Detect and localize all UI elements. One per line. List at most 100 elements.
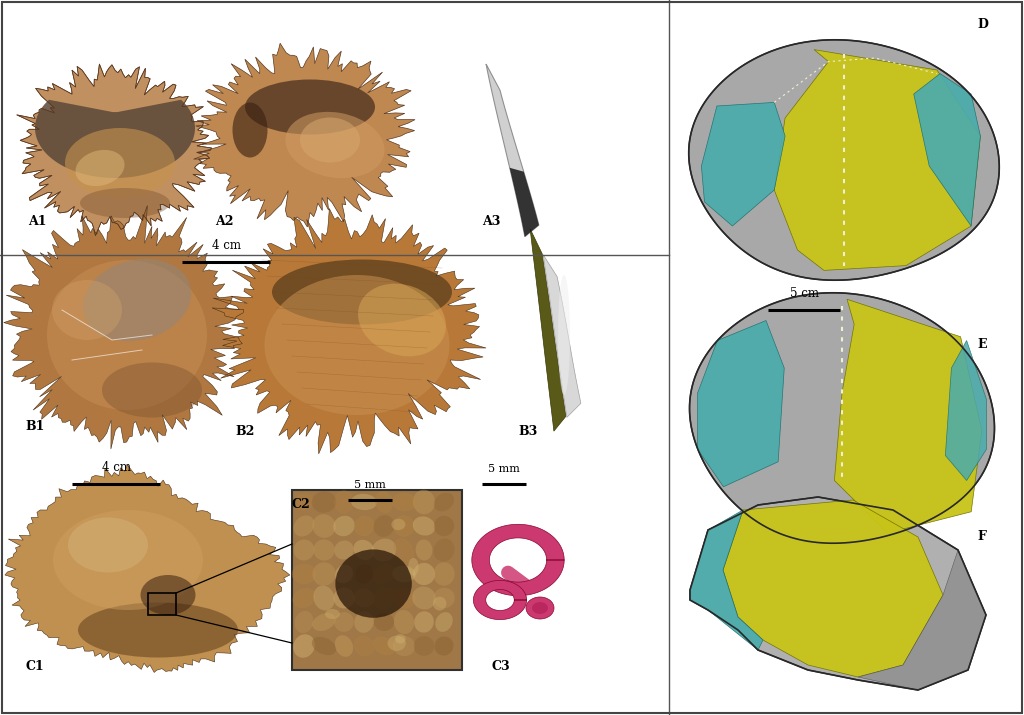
Polygon shape (473, 581, 526, 620)
Polygon shape (530, 229, 566, 431)
Ellipse shape (532, 602, 548, 614)
Ellipse shape (272, 260, 452, 325)
Polygon shape (194, 43, 415, 227)
Ellipse shape (375, 491, 393, 513)
Ellipse shape (392, 493, 416, 511)
Polygon shape (4, 206, 244, 449)
Ellipse shape (394, 610, 414, 634)
Ellipse shape (293, 634, 314, 658)
Ellipse shape (334, 612, 354, 632)
Ellipse shape (245, 79, 375, 134)
Ellipse shape (334, 490, 354, 513)
Text: A2: A2 (215, 215, 233, 228)
Ellipse shape (78, 603, 238, 658)
Text: B2: B2 (234, 425, 254, 438)
Ellipse shape (333, 516, 354, 536)
Ellipse shape (335, 635, 353, 657)
Polygon shape (723, 500, 943, 677)
Polygon shape (212, 209, 486, 454)
Ellipse shape (393, 636, 415, 656)
Ellipse shape (353, 540, 375, 561)
Polygon shape (945, 340, 986, 480)
Ellipse shape (76, 150, 125, 186)
Ellipse shape (300, 117, 360, 162)
Ellipse shape (526, 597, 554, 619)
Ellipse shape (435, 612, 453, 632)
Ellipse shape (80, 188, 170, 218)
Text: A1: A1 (28, 215, 46, 228)
Ellipse shape (353, 516, 374, 536)
Polygon shape (543, 255, 581, 418)
Bar (148, 593, 176, 615)
Ellipse shape (558, 275, 570, 395)
Ellipse shape (394, 538, 414, 562)
Ellipse shape (294, 516, 314, 536)
Polygon shape (701, 102, 785, 226)
Ellipse shape (232, 102, 267, 157)
Ellipse shape (47, 260, 207, 410)
Ellipse shape (413, 490, 435, 514)
Ellipse shape (312, 514, 336, 538)
Ellipse shape (434, 636, 454, 656)
Ellipse shape (433, 538, 455, 561)
Polygon shape (472, 524, 564, 596)
Ellipse shape (83, 259, 191, 341)
Ellipse shape (373, 564, 395, 583)
Ellipse shape (313, 539, 335, 561)
Polygon shape (858, 550, 986, 690)
Polygon shape (689, 40, 999, 280)
Ellipse shape (292, 564, 316, 584)
Ellipse shape (102, 363, 202, 418)
Ellipse shape (295, 611, 313, 633)
Text: 4 cm: 4 cm (212, 239, 241, 252)
Polygon shape (5, 465, 290, 672)
Ellipse shape (53, 510, 203, 610)
Polygon shape (486, 64, 539, 237)
Text: A3: A3 (482, 215, 501, 228)
Ellipse shape (355, 564, 373, 584)
Ellipse shape (409, 558, 419, 576)
Ellipse shape (414, 611, 434, 633)
Ellipse shape (353, 636, 375, 656)
Ellipse shape (372, 538, 396, 561)
Ellipse shape (52, 280, 122, 340)
Ellipse shape (353, 589, 375, 607)
Ellipse shape (373, 636, 395, 656)
Text: C3: C3 (492, 660, 511, 673)
Ellipse shape (312, 637, 336, 655)
Ellipse shape (286, 112, 385, 178)
Ellipse shape (358, 284, 445, 356)
Text: C1: C1 (25, 660, 44, 673)
Ellipse shape (374, 515, 394, 537)
Bar (292, 490, 462, 670)
Polygon shape (913, 74, 980, 226)
Text: 4 cm: 4 cm (101, 461, 130, 474)
Ellipse shape (311, 491, 336, 513)
Text: B1: B1 (25, 420, 44, 433)
Text: 5 mm: 5 mm (354, 480, 386, 490)
Ellipse shape (374, 613, 394, 631)
Ellipse shape (334, 541, 354, 560)
Ellipse shape (140, 575, 196, 615)
Text: B3: B3 (518, 425, 538, 438)
Ellipse shape (65, 128, 175, 198)
Ellipse shape (414, 636, 434, 656)
Ellipse shape (434, 516, 455, 536)
Ellipse shape (313, 586, 335, 611)
Ellipse shape (351, 494, 377, 511)
Text: D: D (977, 18, 988, 31)
Ellipse shape (416, 540, 432, 561)
Text: C2: C2 (292, 498, 310, 511)
Text: F: F (977, 530, 986, 543)
Polygon shape (697, 320, 784, 487)
Ellipse shape (325, 609, 340, 619)
Ellipse shape (294, 540, 314, 561)
Ellipse shape (392, 566, 416, 583)
Ellipse shape (335, 565, 353, 583)
Polygon shape (16, 64, 212, 236)
Polygon shape (689, 292, 994, 543)
Ellipse shape (294, 493, 314, 511)
Ellipse shape (433, 597, 446, 611)
Ellipse shape (354, 611, 374, 633)
Ellipse shape (387, 636, 406, 651)
